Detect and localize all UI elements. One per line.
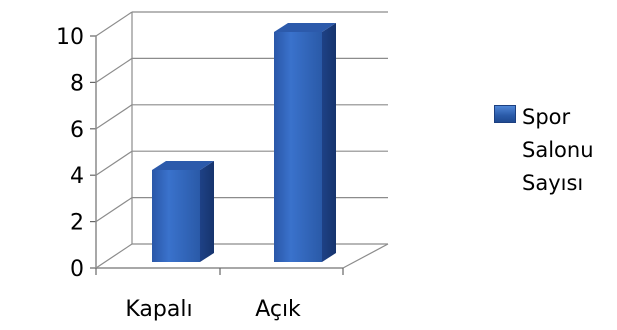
- bar-front: [274, 32, 322, 262]
- gridline-side: [95, 150, 133, 176]
- gridline-side: [95, 243, 133, 269]
- bar-front: [152, 170, 200, 262]
- x-axis-categories: Kapalı Açık: [125, 297, 301, 322]
- y-tick-label: 4: [70, 164, 84, 189]
- floor-edge: [342, 243, 389, 269]
- y-axis-ticks: 0 2 4 6 8 10: [56, 25, 84, 282]
- x-category-label: Açık: [255, 297, 301, 322]
- legend-label: Spor Salonu Sayısı: [522, 105, 594, 195]
- x-category-label: Kapalı: [125, 297, 192, 322]
- y-tick-label: 10: [56, 25, 84, 50]
- y-tick-label: 0: [70, 257, 84, 282]
- bar-side: [200, 161, 214, 262]
- bar-top: [152, 161, 214, 170]
- gridline-side: [95, 57, 133, 83]
- gridline-side: [95, 104, 133, 130]
- legend-swatch-icon: [494, 105, 516, 123]
- gridline-side: [95, 197, 133, 223]
- y-tick-label: 6: [70, 118, 84, 143]
- gridline-side: [95, 11, 133, 37]
- bar: [152, 161, 214, 262]
- chart-walls: [90, 11, 389, 275]
- bar-side: [322, 23, 336, 262]
- y-tick-label: 8: [70, 71, 84, 96]
- bar-top: [274, 23, 336, 32]
- y-tick-label: 2: [70, 211, 84, 236]
- bar: [274, 23, 336, 262]
- chart-bars: [152, 23, 336, 262]
